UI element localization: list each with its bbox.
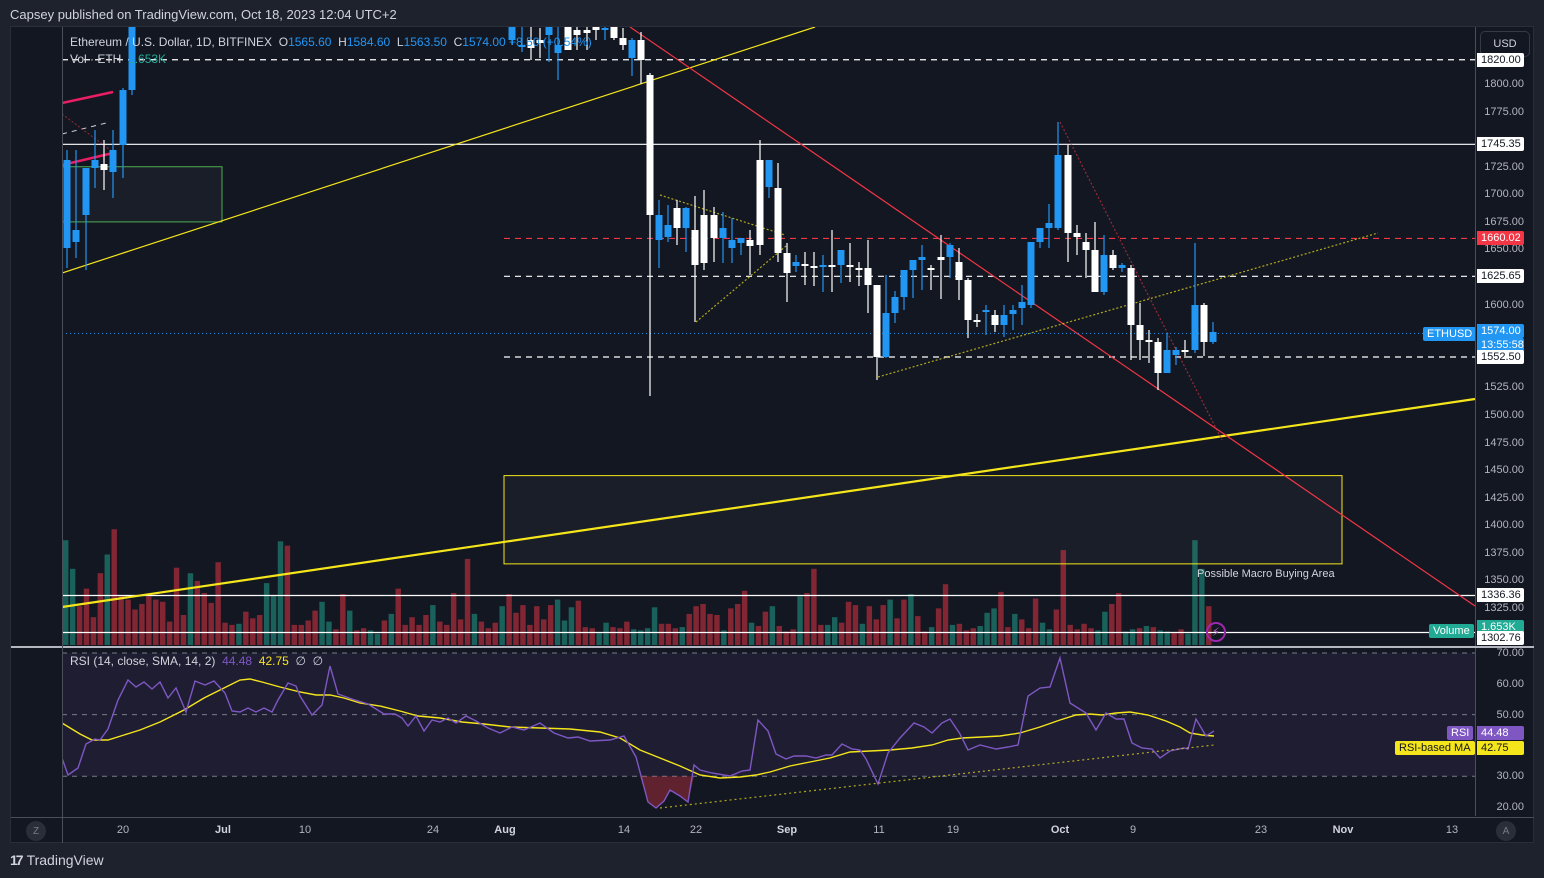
price-tag: 1660.02 — [1477, 231, 1524, 246]
rsi-tick: 70.00 — [1496, 647, 1524, 659]
price-tick: 1325.00 — [1484, 602, 1524, 614]
rsi-ma-value-tag: 42.75 — [1477, 741, 1524, 755]
price-tag: 1302.76 — [1477, 630, 1524, 645]
time-tick: 22 — [689, 824, 703, 836]
price-pane[interactable]: Ethereum / U.S. Dollar, 1D, BITFINEX O15… — [62, 27, 1475, 646]
rsi-chart-canvas[interactable] — [62, 648, 1475, 816]
price-tick: 1650.00 — [1484, 243, 1524, 256]
volume-legend-label[interactable]: Vol · ETH — [70, 52, 122, 66]
rsi-tick: 30.00 — [1496, 770, 1524, 783]
open-label: O — [278, 35, 289, 49]
price-tick: 1375.00 — [1484, 546, 1524, 559]
time-tick: Jul — [215, 824, 231, 836]
price-axis[interactable]: USD 1800.00 1775.00 1725.00 1700.00 1675.00 1… — [1475, 27, 1534, 646]
symbol-title[interactable]: Ethereum / U.S. Dollar, 1D, BITFINEX — [70, 35, 273, 49]
rsi-ma-pill: RSI-based MA — [1395, 741, 1475, 755]
symbol-pill: ETHUSD — [1423, 327, 1475, 341]
zoom-reset-button[interactable]: Z — [26, 821, 46, 841]
currency-button[interactable]: USD — [1480, 31, 1530, 57]
time-tick: 9 — [1129, 824, 1137, 836]
time-tick: 10 — [298, 824, 312, 836]
rsi-pill: RSI — [1447, 726, 1474, 740]
time-tick: 20 — [116, 824, 130, 836]
price-tick: 1600.00 — [1484, 298, 1524, 311]
rsi-tick: 50.00 — [1496, 708, 1524, 721]
time-tick: Oct — [1050, 824, 1070, 836]
price-tag: 1574.00 — [1477, 323, 1524, 338]
brand-name: TradingView — [26, 852, 104, 868]
left-axis-line — [62, 27, 63, 843]
price-tick: 1475.00 — [1484, 436, 1524, 449]
price-tick: 1675.00 — [1484, 215, 1524, 228]
price-tag: 1745.35 — [1477, 137, 1524, 152]
time-tick: 24 — [426, 824, 440, 836]
symbol-legend: Ethereum / U.S. Dollar, 1D, BITFINEX O15… — [70, 35, 592, 69]
rsi-legend-value: 44.48 — [222, 654, 253, 668]
buying-area-label[interactable]: Possible Macro Buying Area — [1197, 568, 1335, 580]
price-tick: 1400.00 — [1484, 519, 1524, 532]
volume-pill: Volume — [1429, 624, 1474, 638]
time-tick: 19 — [946, 824, 960, 836]
rsi-tick: 60.00 — [1496, 677, 1524, 690]
time-axis[interactable]: Z 20 Jul 10 24 Aug 14 22 Sep 11 19 Oct 9 23 Nov 13 A — [11, 817, 1534, 843]
close-value: 1574.00 — [462, 35, 506, 49]
price-tick: 1425.00 — [1484, 491, 1524, 504]
lightning-icon[interactable]: ⚡ — [1206, 622, 1226, 642]
price-tick: 1350.00 — [1484, 574, 1524, 587]
price-tick: 1450.00 — [1484, 464, 1524, 477]
price-tick: 1775.00 — [1484, 105, 1524, 118]
price-tag: 1552.50 — [1477, 350, 1524, 365]
high-label: H — [338, 35, 347, 49]
na-icon: ∅ — [312, 654, 324, 668]
price-chart-canvas[interactable] — [62, 27, 1475, 646]
tradingview-brand[interactable]: 17 TradingView — [10, 852, 104, 868]
price-tag: 13:55:58 — [1477, 337, 1524, 352]
rsi-legend: RSI (14, close, SMA, 14, 2) 44.48 42.75 … — [70, 654, 323, 668]
price-tag: 1336.36 — [1477, 588, 1524, 603]
chart-frame: Ethereum / U.S. Dollar, 1D, BITFINEX O15… — [10, 26, 1534, 843]
price-tick: 1700.00 — [1484, 188, 1524, 201]
time-tick: Sep — [776, 824, 798, 836]
rsi-title[interactable]: RSI (14, close, SMA, 14, 2) — [70, 654, 216, 668]
time-tick: 13 — [1445, 824, 1459, 836]
rsi-ma-legend-value: 42.75 — [258, 654, 289, 668]
price-tag: 1625.65 — [1477, 269, 1524, 284]
price-tick: 1800.00 — [1484, 78, 1524, 90]
open-value: 1565.60 — [288, 35, 332, 49]
low-value: 1563.50 — [403, 35, 447, 49]
left-gutter — [11, 27, 62, 816]
auto-scale-button[interactable]: A — [1496, 821, 1516, 841]
high-value: 1584.60 — [346, 35, 391, 49]
rsi-tick: 20.00 — [1496, 801, 1524, 813]
rsi-pane[interactable]: RSI (14, close, SMA, 14, 2) 44.48 42.75 … — [62, 648, 1475, 816]
publish-line: Capsey published on TradingView.com, Oct… — [10, 7, 397, 22]
time-tick: Nov — [1332, 824, 1354, 836]
time-tick: Aug — [494, 824, 516, 836]
price-tick: 1725.00 — [1484, 160, 1524, 173]
price-tag: 1820.00 — [1477, 52, 1524, 67]
change-value: +8.50 (+0.54%) — [509, 35, 592, 49]
price-tick: 1525.00 — [1484, 381, 1524, 394]
time-tick: 14 — [617, 824, 631, 836]
close-label: C — [453, 35, 463, 49]
rsi-axis[interactable]: 70.00 60.00 50.00 30.00 20.00 44.48 42.75 — [1475, 647, 1534, 816]
pane-separator[interactable] — [11, 646, 1534, 648]
tradingview-logo-icon: 17 — [10, 852, 24, 868]
low-label: L — [396, 35, 404, 49]
na-icon: ∅ — [295, 654, 306, 668]
time-tick: 11 — [873, 824, 885, 836]
price-tick: 1500.00 — [1484, 408, 1524, 421]
time-tick: 23 — [1254, 824, 1268, 836]
rsi-value-tag: 44.48 — [1477, 726, 1524, 740]
volume-legend-value: 1.653K — [128, 52, 167, 66]
